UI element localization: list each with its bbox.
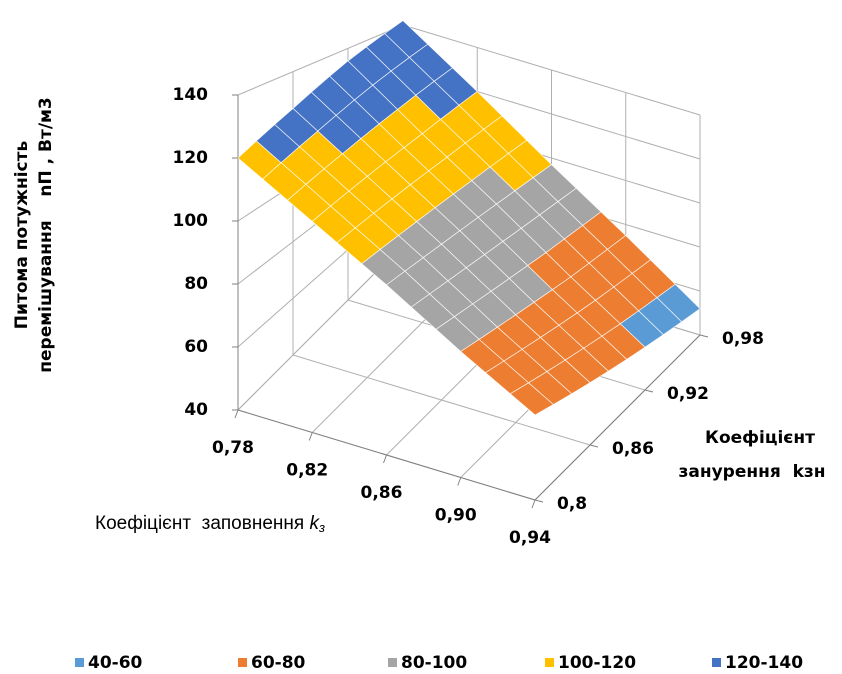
y-axis-title: Коефіцієнт — [705, 428, 815, 448]
y-tick-label: 0,8 — [557, 494, 587, 514]
legend-label: 120-140 — [725, 653, 803, 673]
axis-line — [534, 334, 701, 501]
legend-label: 60-80 — [251, 653, 306, 673]
grid-line — [237, 24, 404, 96]
legend-swatch — [388, 658, 397, 667]
tick-mark — [457, 477, 462, 486]
x-tick-label: 0,86 — [361, 483, 403, 503]
z-tick-label: 120 — [173, 148, 209, 168]
x-axis-subscript: з — [318, 520, 325, 535]
y-tick-label: 0,86 — [612, 439, 654, 459]
surface-patch — [509, 382, 554, 416]
legend-label: 100-120 — [558, 653, 636, 673]
y-tick-label: 0,98 — [722, 329, 764, 349]
z-axis-title: Питома потужність — [12, 141, 32, 330]
legend-swatch — [545, 658, 554, 667]
z-tick-label: 100 — [173, 211, 209, 231]
tick-mark — [308, 432, 313, 441]
legend-swatch — [238, 658, 247, 667]
tick-mark — [383, 454, 387, 464]
tick-mark — [234, 409, 239, 419]
z-axis-title: перемішування nП , Вт/м3 — [36, 97, 56, 373]
x-tick-label: 0,90 — [435, 506, 477, 526]
x-axis-title: Коефіцієнт заповнення kз — [95, 513, 325, 535]
z-tick-label: 140 — [173, 85, 209, 105]
grid-line — [292, 354, 591, 446]
axis-line — [237, 409, 536, 501]
tick-mark — [534, 499, 544, 503]
legend-label: 80-100 — [401, 653, 467, 673]
z-tick-label: 60 — [184, 337, 208, 357]
tick-mark — [589, 444, 599, 448]
z-tick-label: 80 — [184, 274, 208, 294]
legend-label: 40-60 — [88, 653, 143, 673]
x-axis-symbol: k — [309, 513, 320, 534]
legend-swatch — [712, 658, 721, 667]
tick-mark — [699, 334, 709, 338]
y-axis-title: занурення kзн — [678, 462, 825, 482]
tick-mark — [531, 499, 536, 509]
x-axis-title-text: Коефіцієнт заповнення — [95, 513, 309, 534]
legend-swatch — [75, 658, 84, 667]
x-tick-label: 0,82 — [286, 461, 328, 481]
x-tick-label: 0,78 — [212, 438, 254, 458]
z-tick-label: 40 — [184, 400, 208, 420]
x-tick-label: 0,94 — [509, 528, 551, 548]
y-tick-label: 0,92 — [667, 384, 709, 404]
tick-mark — [644, 389, 654, 393]
